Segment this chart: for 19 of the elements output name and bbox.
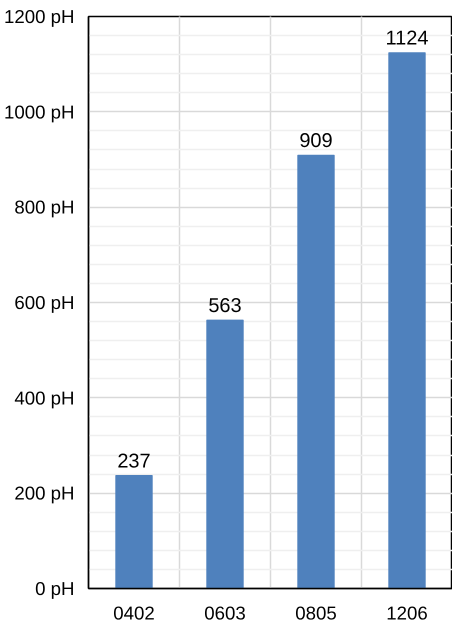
data-label: 1124 — [385, 28, 429, 50]
y-tick-label: 800 pH — [14, 196, 75, 218]
bar — [206, 320, 244, 588]
y-tick-label: 0 pH — [35, 578, 75, 599]
data-label: 909 — [299, 130, 333, 152]
x-tick-label: 1206 — [386, 602, 428, 622]
bar — [115, 475, 153, 588]
bar — [297, 154, 335, 588]
x-tick-label: 0805 — [295, 602, 337, 622]
data-label: 237 — [117, 450, 151, 473]
y-tick-label: 200 pH — [14, 482, 75, 504]
y-tick-label: 1200 pH — [4, 6, 75, 27]
y-tick-label: 400 pH — [14, 387, 75, 408]
x-tick-label: 0402 — [113, 602, 155, 622]
y-tick-label: 1000 pH — [4, 101, 75, 122]
x-tick-label: 0603 — [204, 602, 246, 622]
bar — [388, 52, 426, 588]
data-label: 563 — [208, 295, 242, 318]
y-tick-label: 600 pH — [14, 292, 75, 313]
